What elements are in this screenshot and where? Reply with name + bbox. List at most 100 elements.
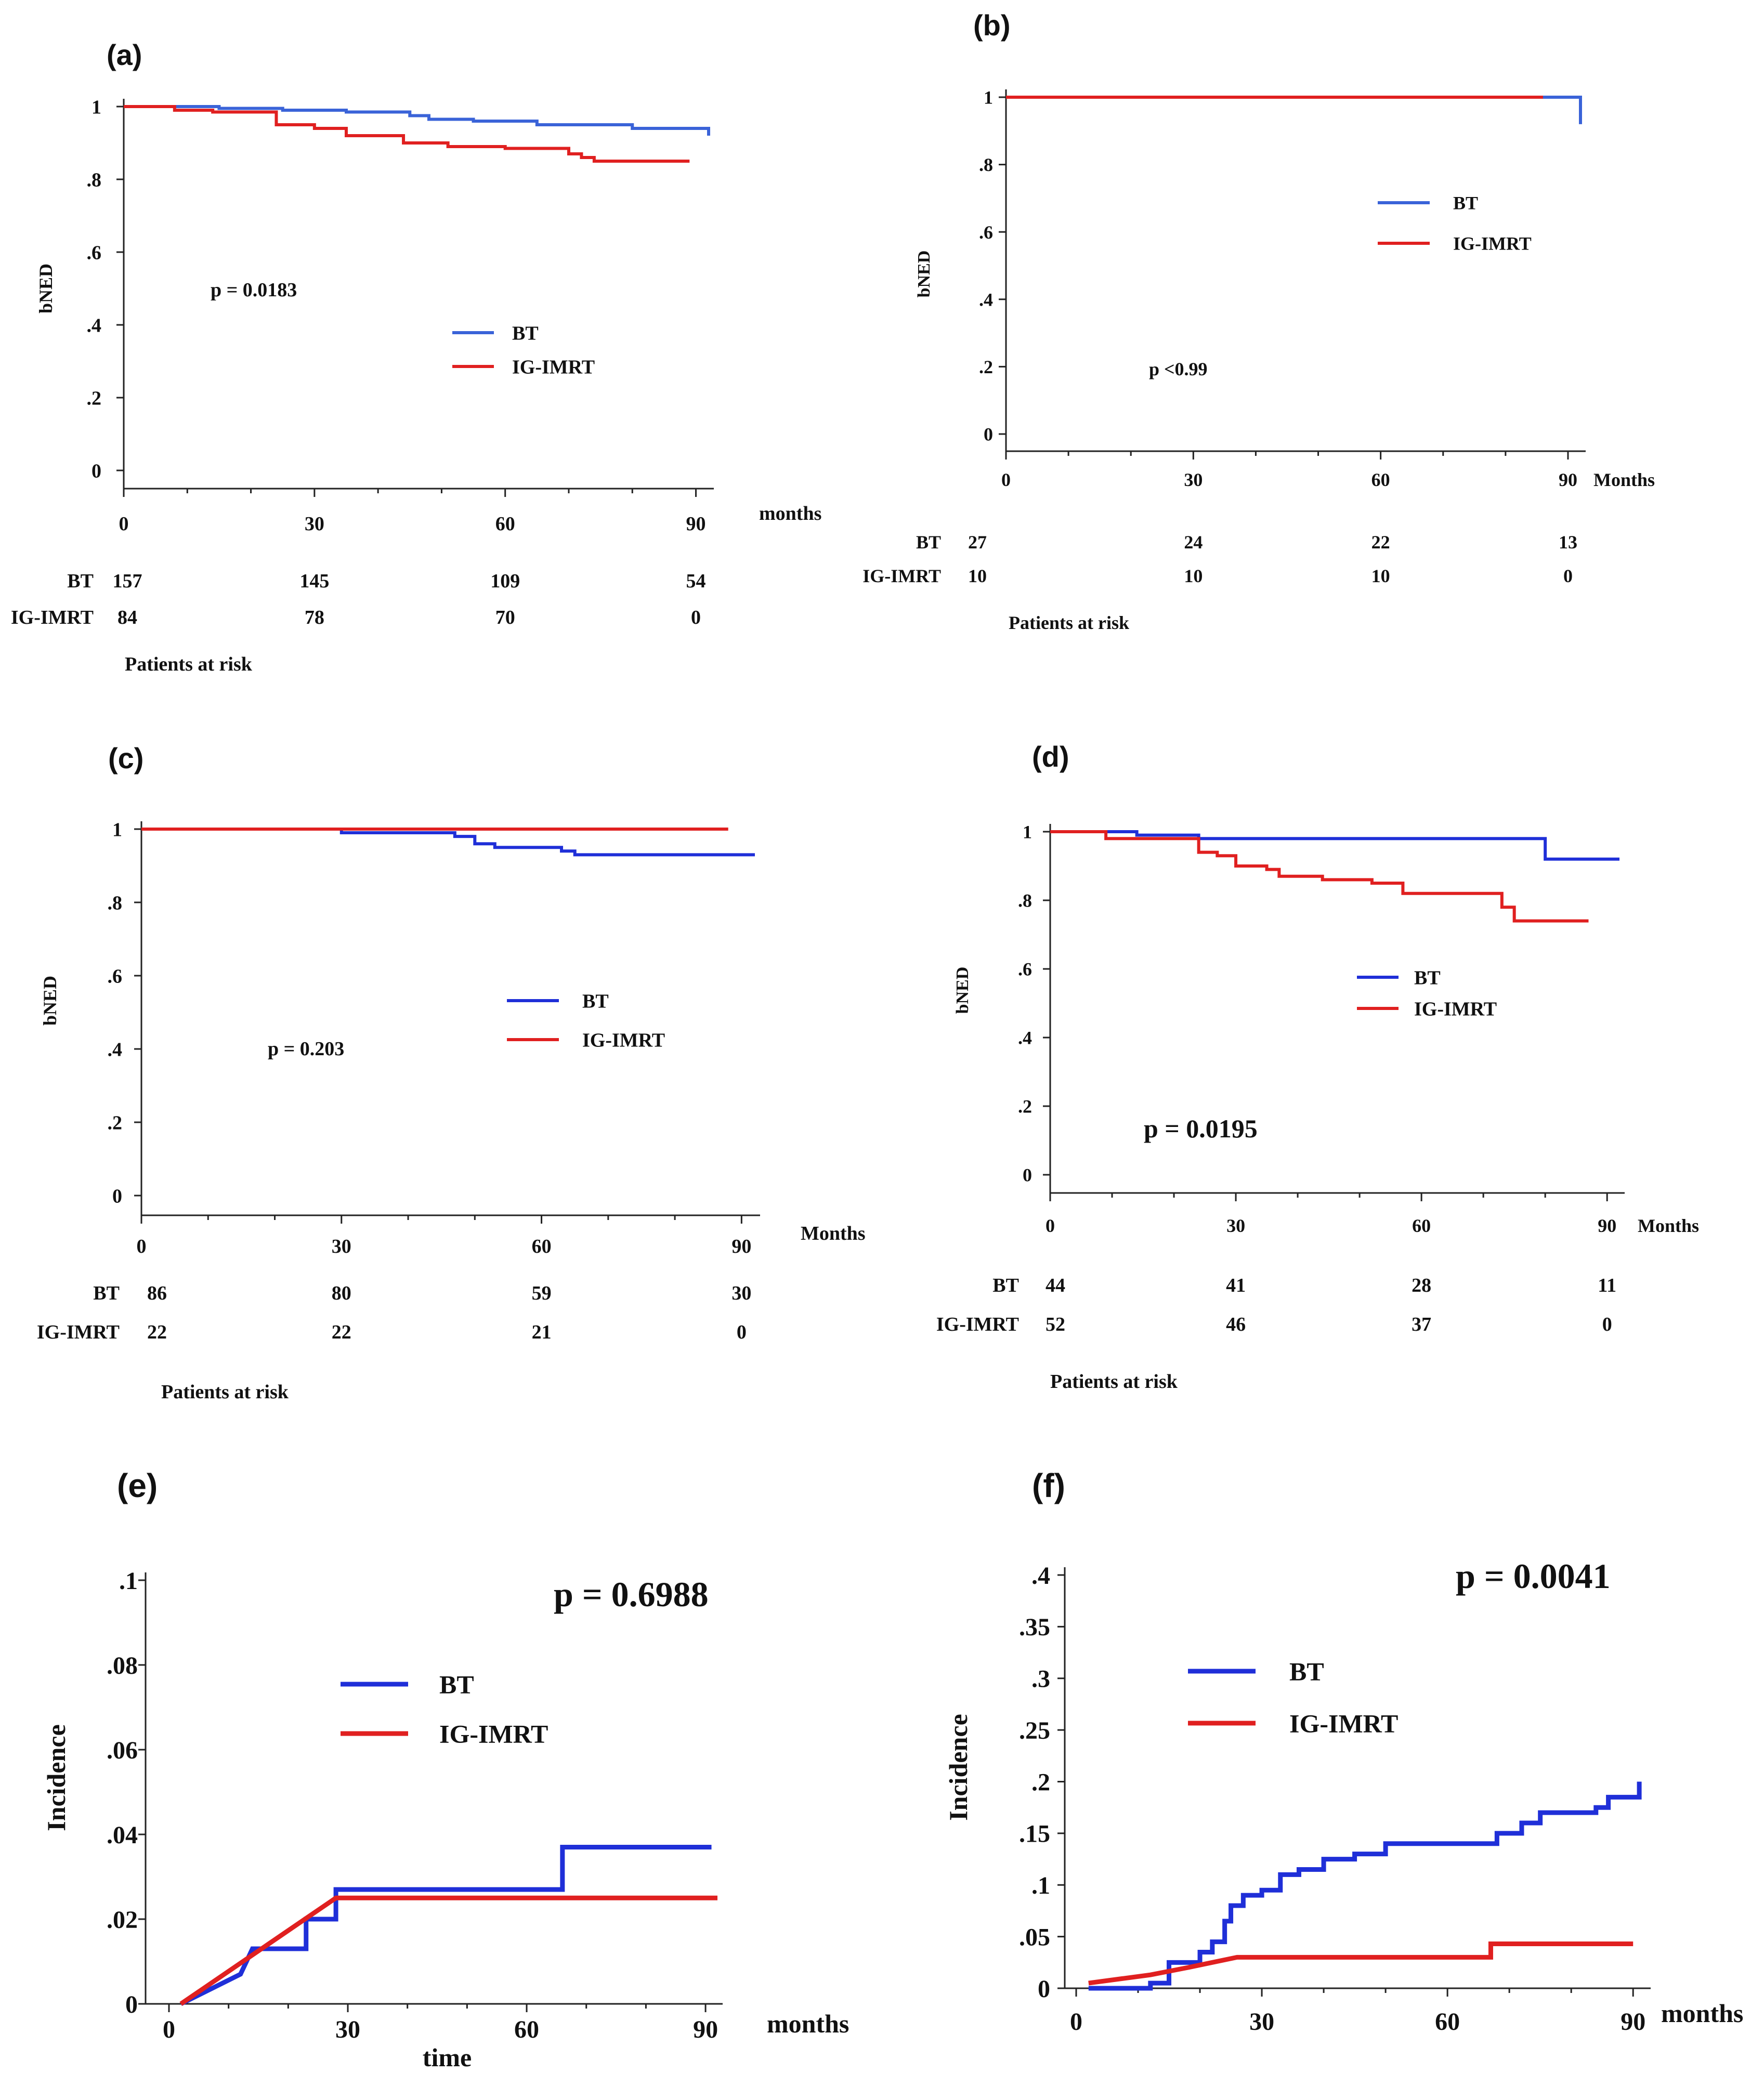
p-value: p <0.99	[1149, 359, 1208, 379]
at-risk-value: 86	[147, 1282, 167, 1304]
panel-letter: (e)	[117, 1467, 158, 1504]
x-axis-title: time	[423, 2043, 472, 2072]
legend-label: IG-IMRT	[1289, 1709, 1398, 1738]
at-risk-value: 80	[332, 1282, 351, 1304]
legend-label: IG-IMRT	[439, 1720, 548, 1749]
at-risk-value: 70	[495, 607, 515, 628]
panel-letter: (b)	[973, 9, 1011, 42]
y-tick-label: 1	[984, 87, 993, 108]
panel-d: (d) 0 .2 .4 .6 .8 1 0 30 60 90 Months bNED p = 0.0195…	[936, 740, 1699, 1393]
x-tick-label: 60	[532, 1236, 552, 1257]
legend-label: IG-IMRT	[582, 1029, 665, 1051]
at-risk-value: 11	[1598, 1275, 1616, 1296]
x-tick-label: 90	[1621, 2008, 1645, 2036]
x-tick-label: 30	[1184, 469, 1203, 490]
series-line-ig-imrt	[179, 1895, 717, 2006]
panel-letter: (f)	[1032, 1467, 1065, 1504]
y-tick-label: .8	[1018, 890, 1032, 911]
at-risk-value: 10	[968, 566, 987, 586]
panel-e: (e) 0 .02 .04 .06 .08 .1 0 30 60 90 months time Incid…	[42, 1467, 849, 2072]
x-tick-label: 90	[1598, 1215, 1616, 1236]
panel-a: (a) 0 .2 .4 .6 .8 1 0 30 60 90 months bNED p = 0.0183…	[11, 38, 821, 675]
y-tick-label: .4	[108, 1039, 123, 1060]
x-tick-label: 30	[305, 513, 324, 535]
x-tick-label: 60	[1371, 469, 1390, 490]
y-tick-label: .8	[108, 892, 123, 914]
at-risk-value: 0	[691, 607, 701, 628]
at-risk-value: 24	[1184, 532, 1203, 553]
y-tick-label: .04	[107, 1821, 138, 1849]
at-risk-row-label: IG-IMRT	[936, 1314, 1019, 1335]
series-line-bt	[1006, 96, 1582, 124]
at-risk-value: 30	[731, 1282, 751, 1304]
x-axis-unit: Months	[1593, 469, 1655, 490]
y-tick-label: 0	[1038, 1975, 1050, 2003]
y-tick-label: .8	[87, 169, 102, 191]
at-risk-value: 10	[1371, 566, 1390, 586]
at-risk-value: 52	[1046, 1314, 1065, 1335]
at-risk-value: 0	[1563, 566, 1573, 586]
x-axis-unit: Months	[801, 1223, 866, 1244]
panel-c: (c) 0 .2 .4 .6 .8 1 0 30 60 90 Months bNED p = 0.203 B…	[37, 742, 866, 1403]
at-risk-value: 10	[1184, 566, 1203, 586]
at-risk-row-label: BT	[67, 570, 94, 592]
at-risk-value: 22	[147, 1321, 167, 1343]
y-tick-label: .35	[1019, 1613, 1050, 1641]
series-line-bt	[1050, 830, 1619, 861]
y-tick-label: .6	[1018, 959, 1032, 980]
x-tick-label: 60	[1435, 2008, 1460, 2036]
at-risk-value: 22	[332, 1321, 351, 1343]
series-line-bt	[1088, 1781, 1642, 1991]
at-risk-value: 59	[532, 1282, 552, 1304]
at-risk-value: 13	[1559, 532, 1577, 553]
y-tick-label: .2	[1031, 1768, 1050, 1796]
x-tick-label: 0	[163, 2016, 175, 2043]
x-tick-label: 0	[1070, 2008, 1082, 2036]
legend-label: BT	[1414, 967, 1441, 989]
at-risk-value: 44	[1046, 1275, 1065, 1296]
at-risk-row-label: BT	[992, 1275, 1019, 1296]
p-value: p = 0.0183	[211, 279, 297, 301]
at-risk-title: Patients at risk	[161, 1381, 289, 1403]
at-risk-value: 0	[737, 1321, 747, 1343]
series-line-ig-imrt	[124, 105, 690, 163]
y-tick-label: 1	[92, 96, 101, 118]
series-line-bt	[179, 1844, 712, 2006]
at-risk-row-label: IG-IMRT	[11, 607, 94, 628]
legend-label: BT	[1453, 193, 1478, 214]
legend-label: IG-IMRT	[1414, 998, 1497, 1020]
x-tick-label: 60	[495, 513, 515, 535]
at-risk-title: Patients at risk	[125, 653, 253, 675]
legend-label: BT	[439, 1670, 474, 1699]
y-axis-title: bNED	[953, 967, 972, 1014]
y-tick-label: 0	[92, 460, 101, 482]
panel-letter: (d)	[1032, 740, 1069, 773]
x-tick-label: 90	[1559, 469, 1577, 490]
x-tick-label: 0	[119, 513, 129, 535]
y-axis-title: Incidence	[944, 1714, 973, 1821]
y-axis-title: bNED	[35, 264, 56, 313]
series-line-ig-imrt	[1050, 830, 1589, 923]
p-value: p = 0.0195	[1144, 1114, 1258, 1143]
at-risk-value: 41	[1226, 1275, 1246, 1296]
y-tick-label: .2	[87, 387, 102, 409]
y-tick-label: .25	[1019, 1717, 1050, 1744]
series-line-ig-imrt	[1088, 1941, 1634, 1986]
y-axis-title: bNED	[40, 976, 60, 1026]
at-risk-value: 0	[1602, 1314, 1612, 1335]
p-value: p = 0.6988	[554, 1575, 709, 1614]
y-tick-label: 1	[1023, 822, 1032, 843]
y-tick-label: .2	[979, 357, 993, 377]
y-tick-label: 0	[1023, 1165, 1032, 1186]
y-tick-label: .4	[87, 314, 102, 336]
series-line-bt	[124, 105, 710, 136]
at-risk-value: 27	[968, 532, 987, 553]
at-risk-title: Patients at risk	[1009, 612, 1129, 633]
p-value: p = 0.203	[268, 1038, 344, 1060]
y-axis-title: Incidence	[42, 1724, 71, 1831]
y-tick-label: .1	[1031, 1872, 1050, 1899]
legend-label: BT	[1289, 1657, 1324, 1686]
panel-f: (f) 0 .05 .1 .15 .2 .25 .3 .35 .4 0 30 60 90 months Inc…	[944, 1467, 1743, 2036]
at-risk-value: 78	[305, 607, 324, 628]
